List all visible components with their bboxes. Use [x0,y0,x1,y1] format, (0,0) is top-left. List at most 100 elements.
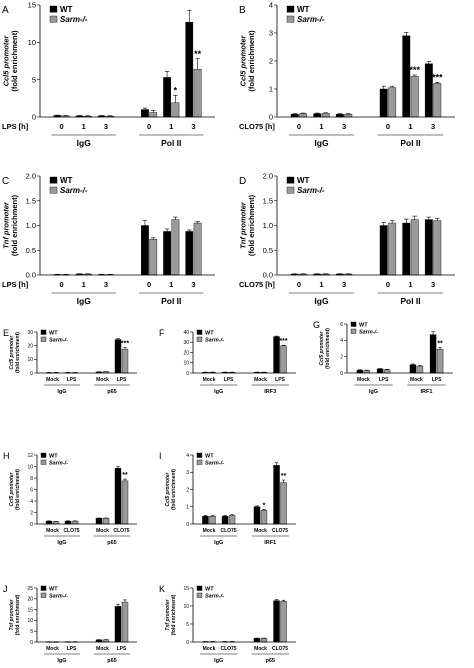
y-axis-label: Ccl5 promoter [319,331,325,366]
category-label: 3 [104,122,108,131]
y-tick-label: 1.0 [26,221,36,230]
legend-label: WT [205,453,214,459]
legend-swatch [196,329,203,335]
bar-sarm [280,345,287,374]
category-label: LPS [67,646,77,652]
significance-marker: * [263,502,266,509]
bar-wt [335,113,344,118]
category-label: Mock [96,646,109,652]
legend-label: WT [359,322,368,328]
significance-marker: * [174,85,178,95]
legend-swatch [40,592,47,598]
y-tick-label: 5 [30,629,33,635]
group-label: IgG [214,389,223,395]
legend-swatch [350,321,357,327]
panel-letter: E [3,328,9,338]
y-axis-label-unit: (fold enrichment) [247,30,256,92]
significance-marker: ** [122,472,128,479]
y-tick-label: 10 [27,618,33,624]
y-tick-label: 15 [28,1,36,10]
legend-label: WT [297,176,310,185]
bar-sarm [433,220,442,276]
y-tick-label: 0 [30,522,33,528]
category-label: Mock [96,528,109,534]
y-tick-label: 10 [27,464,33,470]
y-tick-label: 3 [269,29,273,38]
category-label: 3 [431,280,435,289]
y-tick-label: 0.5 [263,246,273,255]
y-tick-label: 15 [27,607,33,613]
y-tick-label: 1.5 [26,196,36,205]
group-label: Pol II [161,296,181,306]
legend-label: WT [205,330,214,336]
y-axis-label: Tnf promoter [2,201,11,249]
y-tick-label: 0.5 [26,246,36,255]
group-label: IgG [314,138,329,148]
category-label: Mock [46,646,59,652]
y-tick-label: 30 [27,330,33,336]
category-label: 1 [82,122,86,131]
legend-label: WT [205,586,214,592]
legend-swatch [286,15,295,23]
bar-wt [429,334,437,374]
y-tick-label: 1 [186,505,189,511]
legend-label: Sarm-/- [205,460,224,466]
y-tick-label: 4 [186,453,189,459]
y-axis-label: Ccl5 promoter [165,472,171,507]
bar-sarm [102,518,110,525]
category-label: 0 [59,280,63,289]
bar-wt [273,600,280,643]
bar-wt [253,638,261,643]
row-label: CLO75 [h] [239,122,275,131]
bar-sarm [149,112,158,118]
y-tick-label: 3 [186,470,189,476]
y-tick-label: 40 [183,330,189,336]
category-label: LPS [67,377,77,383]
y-tick-label: 1 [269,85,273,94]
bar-wt [45,520,53,525]
category-label: 3 [191,122,195,131]
bar-sarm [436,349,444,374]
y-tick-label: 4 [30,499,33,505]
y-tick-label: 0 [186,522,189,528]
chart-panel-c: C 0.0 0.5 1.0 1.5 2.0 Tnf promoter (fold enrich… [2,172,215,306]
row-label: CLO75 [h] [239,280,275,289]
y-axis-label-unit: (fold enrichment) [15,594,21,635]
bar-sarm [280,601,287,643]
group-label: Pol II [400,296,420,306]
bar-sarm [171,102,180,118]
category-label: Mock [254,377,267,383]
category-label: Mock [410,377,423,383]
bar-sarm [410,219,419,276]
category-label: 0 [59,122,63,131]
category-label: 3 [342,280,346,289]
bar-sarm [121,601,129,643]
category-label: Mock [203,646,216,652]
y-axis-label: Ccl5 promoter [2,35,11,87]
y-tick-label: 2 [340,354,343,360]
y-tick-label: 0 [340,371,343,377]
category-label: 3 [342,122,346,131]
legend-swatch [286,5,295,13]
category-label: 3 [191,280,195,289]
legend-swatch [40,585,47,591]
category-label: CLO75 [63,528,79,534]
bar-sarm [193,222,202,276]
y-tick-label: 20 [27,597,33,603]
group-label: IRF1 [421,389,433,395]
panel-letter: H [3,451,10,461]
legend-swatch [49,176,58,184]
bar-sarm [383,369,391,374]
category-label: CLO75 [220,646,236,652]
category-label: Mock [254,646,267,652]
y-axis-label-unit: (fold enrichment) [171,594,177,635]
bar-sarm [260,510,268,525]
group-label: Pol II [161,138,181,148]
category-label: Mock [203,377,216,383]
category-label: 0 [386,122,390,131]
category-label: LPS [432,377,442,383]
y-tick-label: 8 [30,476,33,482]
